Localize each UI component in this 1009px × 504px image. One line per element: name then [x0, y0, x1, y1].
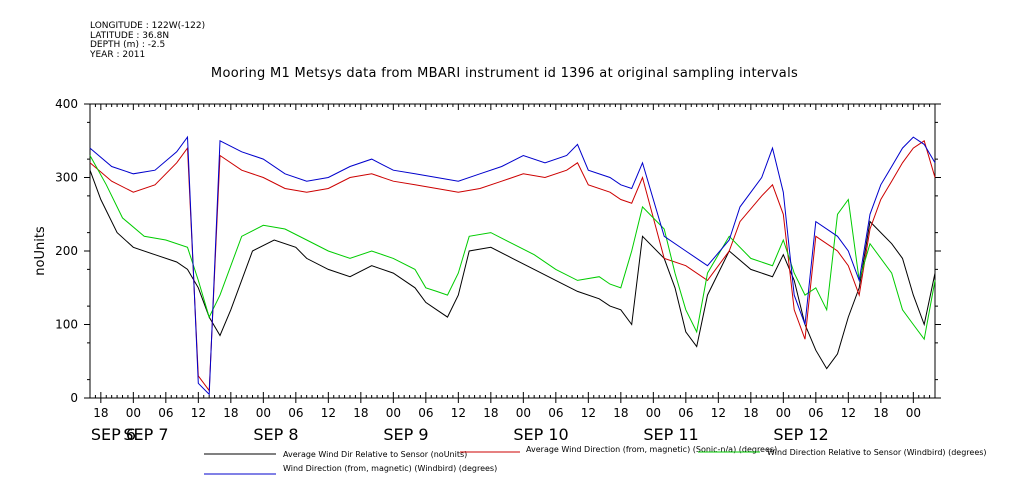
y-tick-label: 200: [55, 244, 78, 258]
y-axis-label: noUnits: [33, 226, 48, 276]
legend-label-2: Wind Direction Relative to Sensor (Windb…: [767, 448, 987, 457]
x-tick-label: 06: [158, 406, 173, 420]
metadata-block: LONGITUDE : 122W(-122) LATITUDE : 36.8N …: [90, 21, 206, 60]
x-tick-label: 18: [93, 406, 108, 420]
depth-text: DEPTH (m) : -2.5: [90, 40, 166, 50]
x-tick-label: 18: [743, 406, 758, 420]
longitude-text: LONGITUDE : 122W(-122): [90, 21, 206, 31]
plot-frame: [89, 103, 936, 399]
x-date-label: SEP 7: [123, 425, 168, 444]
x-date-label: SEP 12: [773, 425, 828, 444]
x-tick-label: 06: [678, 406, 693, 420]
x-tick-label: 00: [256, 406, 271, 420]
x-tick-label: 06: [548, 406, 563, 420]
y-tick-label: 100: [55, 318, 78, 332]
series-line-0: [89, 170, 936, 370]
x-date-label: SEP 6: [91, 425, 136, 444]
year-text: YEAR : 2011: [90, 49, 146, 60]
x-tick-label: 12: [321, 406, 336, 420]
y-tick-label: 300: [55, 171, 78, 185]
x-tick-label: 12: [191, 406, 206, 420]
x-date-label: SEP 8: [253, 425, 298, 444]
axes-layer: 0 100 200 300 400 18 00 06 12 18 00 06 12 18 00 06 12 18 0…: [33, 97, 941, 444]
series-line-1: [89, 140, 936, 393]
x-tick-label: 12: [451, 406, 466, 420]
x-date-label: SEP 10: [513, 425, 568, 444]
series-layer: [89, 135, 936, 396]
x-tick-label: 18: [483, 406, 498, 420]
y-tick-label: 400: [55, 97, 78, 111]
legend-label-1: Average Wind Direction (from, magnetic) …: [526, 445, 777, 454]
x-tick-label: 18: [353, 406, 368, 420]
x-tick-label: 06: [808, 406, 823, 420]
x-tick-label: 06: [288, 406, 303, 420]
x-tick-label: 12: [581, 406, 596, 420]
x-tick-label: 00: [386, 406, 401, 420]
x-tick-label: 06: [418, 406, 433, 420]
legend-label-3: Wind Direction (from, magnetic) (Windbir…: [283, 464, 497, 473]
x-tick-label: 18: [613, 406, 628, 420]
x-tick-label: 12: [711, 406, 726, 420]
x-tick-label: 00: [516, 406, 531, 420]
chart-title: Mooring M1 Metsys data from MBARI instru…: [210, 66, 799, 81]
y-tick-label: 0: [70, 391, 78, 405]
x-date-label: SEP 9: [383, 425, 428, 444]
series-line-3: [89, 135, 936, 396]
x-tick-label: 18: [223, 406, 238, 420]
legend-layer: Average Wind Dir Relative to Sensor (noU…: [204, 445, 987, 475]
legend-label-0: Average Wind Dir Relative to Sensor (noU…: [283, 450, 467, 459]
x-tick-label: 12: [841, 406, 856, 420]
x-tick-label: 00: [126, 406, 141, 420]
x-tick-label: 00: [906, 406, 921, 420]
x-tick-label: 00: [776, 406, 791, 420]
x-date-label: SEP 11: [643, 425, 698, 444]
x-tick-label: 00: [646, 406, 661, 420]
x-tick-label: 18: [873, 406, 888, 420]
series-line-2: [89, 155, 936, 341]
latitude-text: LATITUDE : 36.8N: [90, 30, 170, 41]
